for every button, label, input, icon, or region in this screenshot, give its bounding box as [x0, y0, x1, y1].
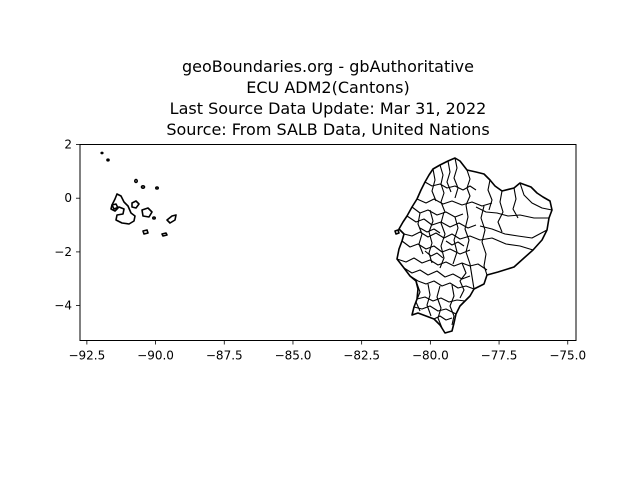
island-santa-cruz: [141, 207, 153, 218]
island-wolf: [106, 158, 110, 162]
canton-boundaries: [396, 157, 553, 329]
x-tick-label: −75.0: [549, 349, 586, 363]
map-title-line-3: Last Source Data Update: Mar 31, 2022: [169, 99, 487, 118]
y-tick-label: −4: [54, 299, 72, 313]
y-tick-label: 0: [64, 191, 72, 205]
y-tick-label: 2: [64, 138, 72, 152]
galapagos-islands: [100, 151, 177, 237]
island-genovesa: [155, 186, 160, 190]
y-tick-label: −2: [54, 245, 72, 259]
map-title-line-2: ECU ADM2(Cantons): [246, 78, 410, 97]
island-san-cristobal: [166, 214, 177, 224]
island-floreana: [142, 229, 149, 235]
mainland-outline: [396, 157, 553, 334]
ecuador-mainland: [394, 157, 553, 334]
x-tick-label: −85.0: [275, 349, 312, 363]
plot-frame: [79, 144, 577, 341]
island-darwin: [100, 151, 104, 155]
x-tick-label: −92.5: [68, 349, 105, 363]
island-espanola: [161, 232, 168, 237]
x-tick-label: −87.5: [206, 349, 243, 363]
map-title-line-4: Source: From SALB Data, United Nations: [166, 120, 490, 139]
island-isabela: [111, 193, 136, 225]
island-pinta: [134, 178, 139, 184]
island-marchena: [140, 185, 146, 190]
puna-island: [394, 229, 400, 235]
y-axis: 2 0 −2 −4: [54, 138, 80, 313]
island-santiago: [131, 200, 140, 209]
map-title-line-1: geoBoundaries.org - gbAuthoritative: [181, 57, 474, 76]
island-santa-fe: [152, 216, 157, 220]
x-axis: −92.5 −90.0 −87.5 −85.0 −82.5 −80.0 −77.5 −75.0: [68, 340, 586, 363]
x-tick-label: −90.0: [137, 349, 174, 363]
x-tick-label: −77.5: [481, 349, 518, 363]
x-tick-label: −82.5: [343, 349, 380, 363]
x-tick-label: −80.0: [412, 349, 449, 363]
island-fernandina: [110, 203, 119, 212]
